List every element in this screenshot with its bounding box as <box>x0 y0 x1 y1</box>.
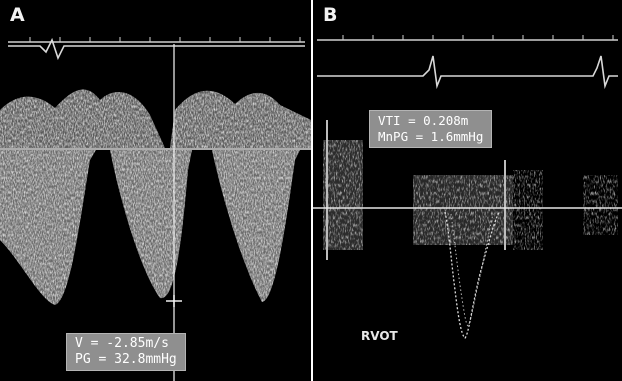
ecg-trace <box>317 55 618 90</box>
panel-letter-b: B <box>323 4 338 26</box>
vti-readout: VTI = 0.208m MnPG = 1.6mmHg <box>369 110 493 148</box>
velocity-value: V = -2.85m/s <box>75 336 169 351</box>
rvot-label: RVOT <box>361 329 398 343</box>
measurement-cross <box>166 295 182 307</box>
panel-letter-a: A <box>10 4 25 26</box>
scale-ticks <box>342 35 614 40</box>
doppler-panel-b: B VTI = 0.208m MnPG = 1.6mmHg RVOT <box>313 0 622 381</box>
doppler-panel-a: A V = -2.85m/s PG = 32.8mmHg <box>0 0 311 381</box>
pressure-gradient-value: PG = 32.8mmHg <box>75 352 177 367</box>
ecg-trace <box>8 37 305 61</box>
velocity-readout: V = -2.85m/s PG = 32.8mmHg <box>66 333 186 371</box>
spectrum-above-baseline <box>0 89 311 148</box>
spectrum-below-baseline <box>0 150 300 305</box>
spectral-noise <box>323 120 618 260</box>
doppler-spectrum-b <box>313 35 622 339</box>
vti-trace-inner <box>450 213 494 327</box>
scale-ticks <box>29 37 301 42</box>
doppler-spectrum-a <box>0 37 311 381</box>
vti-value: VTI = 0.208m <box>378 113 469 128</box>
mean-gradient-value: MnPG = 1.6mmHg <box>378 129 484 144</box>
vti-trace <box>444 211 500 339</box>
